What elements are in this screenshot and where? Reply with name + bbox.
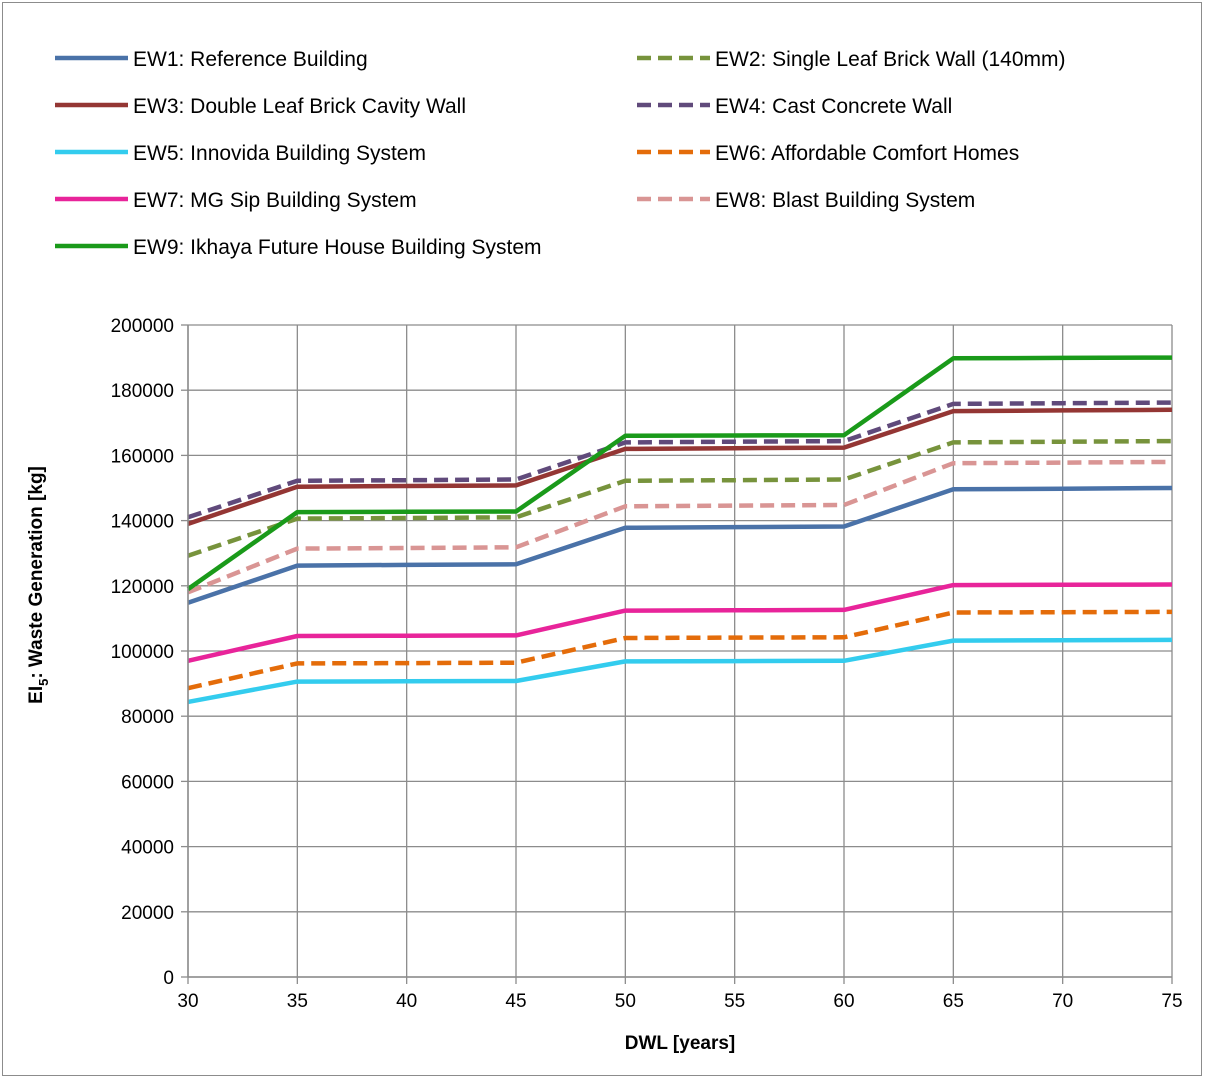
series-line-5 (187, 637, 1173, 705)
grid (187, 324, 1173, 978)
legend-label: EW5: Innovida Building System (133, 142, 426, 165)
y-tick-label: 40000 (121, 838, 174, 859)
legend-label: EW2: Single Leaf Brick Wall (140mm) (715, 48, 1066, 71)
y-tick-label: 80000 (121, 707, 174, 728)
x-tick-label: 35 (287, 991, 308, 1012)
x-tick-label: 40 (396, 991, 417, 1012)
series-layer (186, 355, 1173, 705)
series-line-4 (187, 400, 1173, 520)
x-tick-label: 30 (177, 991, 198, 1012)
y-tick-label: 100000 (111, 642, 174, 663)
x-tick-label: 50 (615, 991, 636, 1012)
series-line-9 (186, 355, 1173, 591)
legend-label: EW6: Affordable Comfort Homes (715, 142, 1019, 165)
axes: 0 20000 40000 60000 80000 100000 120000 140000 1… (111, 316, 1183, 1012)
y-tick-label: 120000 (111, 577, 174, 598)
y-axis-title-main: EI (26, 686, 47, 704)
y-tick-label: 180000 (111, 381, 174, 402)
x-tick-label: 70 (1052, 991, 1073, 1012)
series-line-2 (187, 438, 1173, 558)
y-axis-title: EI5: Waste Generation [kg] (26, 466, 51, 704)
series-line-7 (187, 582, 1173, 663)
legend-label: EW7: MG Sip Building System (133, 189, 417, 212)
y-tick-label: 200000 (111, 316, 174, 337)
x-tick-label: 75 (1161, 991, 1182, 1012)
y-axis-title-rest: : Waste Generation [kg] (26, 466, 47, 679)
y-tick-label: 160000 (111, 446, 174, 467)
series-line-3 (187, 407, 1173, 527)
x-tick-label: 55 (724, 991, 745, 1012)
legend: EW1: Reference Building EW2: Single Leaf … (55, 48, 1066, 259)
series-line-1 (187, 485, 1173, 605)
legend-label: EW9: Ikhaya Future House Building System (133, 236, 542, 259)
legend-label: EW1: Reference Building (133, 48, 368, 71)
y-axis-title-subscript: 5 (36, 679, 51, 686)
x-tick-label: 60 (833, 991, 854, 1012)
series-line-6 (187, 609, 1173, 691)
x-axis-title: DWL [years] (625, 1033, 736, 1054)
y-tick-label: 60000 (121, 772, 174, 793)
y-tick-label: 0 (163, 968, 174, 989)
series-line-8 (187, 459, 1173, 595)
legend-label: EW8: Blast Building System (715, 189, 975, 212)
legend-label: EW3: Double Leaf Brick Cavity Wall (133, 95, 466, 118)
y-tick-label: 20000 (121, 903, 174, 924)
y-tick-label: 140000 (111, 512, 174, 533)
x-tick-label: 45 (505, 991, 526, 1012)
x-tick-label: 65 (943, 991, 964, 1012)
legend-label: EW4: Cast Concrete Wall (715, 95, 952, 118)
